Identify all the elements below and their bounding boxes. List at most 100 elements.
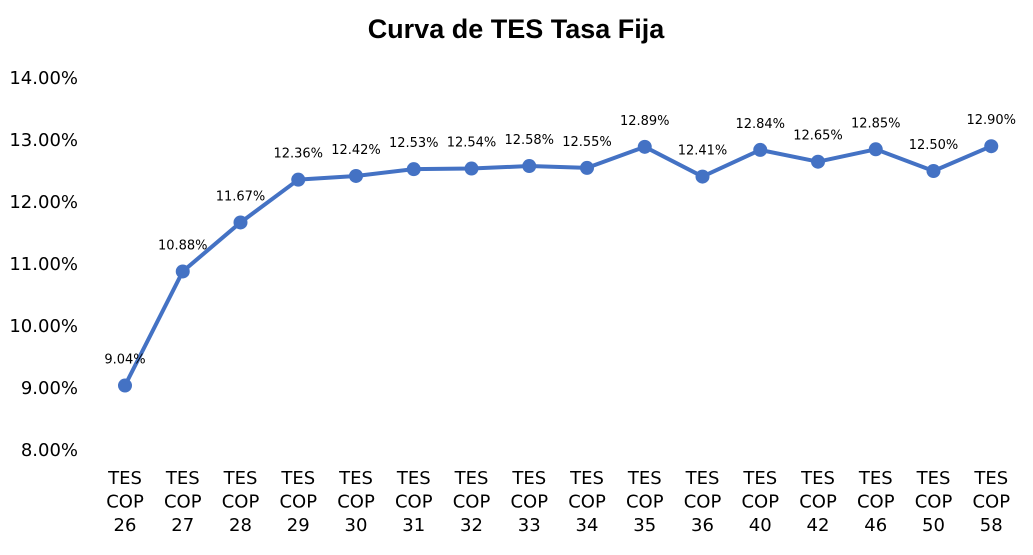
x-tick-label-line: TES bbox=[685, 468, 720, 489]
x-tick-label-line: COP bbox=[568, 492, 606, 513]
data-point bbox=[811, 154, 825, 169]
x-tick-label-line: 34 bbox=[576, 515, 599, 536]
x-tick-label-line: TES bbox=[916, 468, 951, 489]
x-tick-label-line: COP bbox=[799, 492, 837, 513]
data-point bbox=[349, 168, 363, 183]
x-tick-label-line: TES bbox=[742, 468, 777, 489]
x-tick-label-line: COP bbox=[222, 492, 260, 513]
x-tick-label-line: COP bbox=[741, 492, 779, 513]
x-tick-label-line: 29 bbox=[287, 515, 310, 536]
data-label: 12.50% bbox=[909, 138, 959, 153]
x-tick-label-line: TES bbox=[454, 468, 489, 489]
data-point bbox=[868, 142, 883, 157]
x-tick-label-line: 30 bbox=[345, 515, 368, 536]
x-tick-label-line: COP bbox=[395, 492, 433, 513]
x-tick-label-line: TES bbox=[858, 468, 893, 489]
x-tick-label-line: 42 bbox=[807, 515, 830, 536]
data-label: 12.54% bbox=[447, 136, 497, 151]
data-label: 12.53% bbox=[389, 136, 439, 151]
x-tick-label-line: TES bbox=[627, 468, 662, 489]
data-point bbox=[637, 139, 652, 154]
data-label: 12.55% bbox=[562, 135, 612, 150]
x-tick-label-line: 36 bbox=[691, 515, 714, 536]
data-label: 12.36% bbox=[273, 147, 323, 162]
y-tick-label: 8.00% bbox=[21, 440, 78, 461]
x-axis: TESCOP26TESCOP27TESCOP28TESCOP29TESCOP30… bbox=[106, 468, 1010, 536]
x-tick-label-line: COP bbox=[857, 492, 895, 513]
x-tick-label-line: COP bbox=[684, 492, 722, 513]
data-labels: 9.04% 10.88% 11.67% 12.36% 12.42% 12.53% 12.54… bbox=[104, 113, 1016, 367]
x-tick-label-line: COP bbox=[106, 492, 144, 513]
data-label: 12.89% bbox=[620, 114, 670, 129]
data-label: 12.84% bbox=[735, 117, 785, 132]
x-tick-label-line: COP bbox=[164, 492, 202, 513]
y-axis: 8.00% 9.00% 10.00% 11.00% 12.00% 13.00% 14.00% bbox=[9, 68, 78, 461]
x-tick-label-line: TES bbox=[511, 468, 546, 489]
x-tick-label-line: COP bbox=[972, 492, 1010, 513]
data-point bbox=[580, 160, 594, 175]
x-tick-label-line: 26 bbox=[114, 515, 137, 536]
data-label: 12.90% bbox=[966, 113, 1016, 128]
x-tick-label-line: COP bbox=[626, 492, 664, 513]
data-label: 12.41% bbox=[678, 144, 728, 159]
y-tick-label: 13.00% bbox=[9, 130, 78, 151]
x-tick-label-line: 28 bbox=[229, 515, 252, 536]
data-point bbox=[926, 164, 941, 178]
series-line bbox=[118, 139, 999, 393]
x-tick-label-line: TES bbox=[569, 468, 604, 489]
data-label: 12.58% bbox=[504, 133, 554, 148]
data-label: 9.04% bbox=[104, 353, 145, 368]
x-tick-label-line: COP bbox=[279, 492, 317, 513]
data-label: 10.88% bbox=[158, 238, 208, 253]
data-point bbox=[291, 172, 306, 187]
x-tick-label-line: TES bbox=[223, 468, 258, 489]
x-tick-label-line: TES bbox=[107, 468, 142, 489]
y-tick-label: 9.00% bbox=[21, 378, 78, 399]
data-point bbox=[406, 162, 421, 177]
y-tick-label: 12.00% bbox=[9, 192, 78, 213]
x-tick-label-line: 50 bbox=[922, 515, 945, 536]
x-tick-label-line: TES bbox=[973, 468, 1008, 489]
x-tick-label-line: TES bbox=[396, 468, 431, 489]
y-tick-label: 11.00% bbox=[9, 254, 78, 275]
x-tick-label-line: TES bbox=[280, 468, 315, 489]
data-point bbox=[175, 264, 190, 279]
x-tick-label-line: TES bbox=[800, 468, 835, 489]
y-tick-label: 10.00% bbox=[9, 316, 78, 337]
data-point bbox=[695, 169, 710, 184]
x-tick-label-line: 33 bbox=[518, 515, 541, 536]
x-tick-label-line: COP bbox=[453, 492, 491, 513]
data-point bbox=[522, 159, 537, 174]
x-tick-label-line: 31 bbox=[402, 515, 425, 536]
x-tick-label-line: 40 bbox=[749, 515, 772, 536]
data-point bbox=[464, 161, 479, 176]
data-point bbox=[233, 215, 248, 230]
data-point bbox=[984, 139, 999, 154]
x-tick-label-line: 27 bbox=[171, 515, 194, 536]
data-point bbox=[118, 378, 132, 393]
x-tick-label-line: COP bbox=[510, 492, 548, 513]
x-tick-label-line: 35 bbox=[633, 515, 656, 536]
x-tick-label-line: TES bbox=[338, 468, 373, 489]
x-tick-label-line: TES bbox=[165, 468, 200, 489]
y-tick-label: 14.00% bbox=[9, 68, 78, 89]
series-polyline bbox=[123, 144, 993, 387]
chart-title: Curva de TES Tasa Fija bbox=[368, 14, 666, 44]
x-tick-label-line: 58 bbox=[980, 515, 1003, 536]
data-label: 11.67% bbox=[216, 189, 266, 204]
x-tick-label-line: 46 bbox=[864, 515, 887, 536]
